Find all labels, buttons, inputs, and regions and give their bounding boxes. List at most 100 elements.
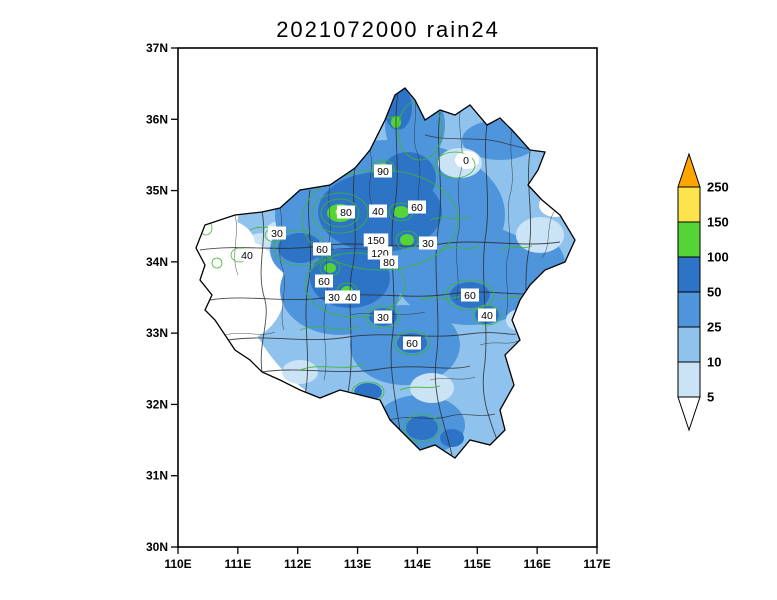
colorbar-segment <box>677 291 701 328</box>
contour-line <box>439 245 481 251</box>
y-axis-tick-label: 32N <box>146 397 168 411</box>
county-boundary-line <box>455 111 463 301</box>
x-axis-tick-label: 112E <box>284 557 311 571</box>
province-interior <box>196 88 575 458</box>
colorbar-segment <box>677 256 701 293</box>
colorbar-tick-label: 25 <box>707 320 721 335</box>
county-boundary-line <box>479 340 519 346</box>
contour-ring <box>403 413 441 443</box>
contour-line <box>429 215 471 221</box>
x-axis-tick-label: 114E <box>404 557 431 571</box>
county-boundary-line <box>482 124 498 441</box>
contour-label-box <box>325 290 343 304</box>
x-axis-tick-label: 116E <box>523 557 550 571</box>
contour-ring <box>445 279 495 311</box>
rain-shade-blob <box>539 193 571 217</box>
colorbar-segment <box>677 326 701 363</box>
contour-ring <box>320 198 360 228</box>
rain-shade-blob <box>506 309 534 331</box>
contour-label-box <box>460 153 472 167</box>
contour-label-box <box>313 242 331 256</box>
contour-label: 90 <box>377 166 389 178</box>
county-boundary-line <box>414 99 421 216</box>
contour-ring <box>365 305 401 329</box>
county-boundary-line <box>347 167 356 393</box>
y-axis-tick-label: 30N <box>146 540 168 554</box>
y-axis-tick-label: 33N <box>146 326 168 340</box>
rain-shade-blob <box>393 206 409 218</box>
contour-ring <box>211 257 223 269</box>
province-outline <box>195 87 576 459</box>
y-axis-tick-label: 35N <box>146 184 168 198</box>
colorbar-segment <box>677 186 701 223</box>
contour-line <box>399 385 441 391</box>
y-axis-tick-label: 34N <box>146 255 168 269</box>
rain-shade-blob <box>354 383 382 401</box>
contour-label: 0 <box>463 155 469 167</box>
contour-label: 60 <box>411 202 423 214</box>
plot-frame <box>177 47 598 548</box>
contour-label: 30 <box>271 228 283 240</box>
contour-label-box <box>374 310 392 324</box>
county-boundary-line <box>541 209 556 259</box>
contour-ring <box>311 192 369 234</box>
y-axis-tick-label: 36N <box>146 112 168 126</box>
rain-shade-blob <box>324 263 336 273</box>
contour-label-box <box>363 233 389 247</box>
colorbar-tick-label: 250 <box>707 180 729 195</box>
x-axis-tick-label: 113E <box>344 557 371 571</box>
contour-label-box <box>238 248 256 262</box>
county-boundary-line <box>304 189 312 396</box>
contour-label-box <box>380 255 398 269</box>
county-boundary-line <box>209 291 546 301</box>
x-axis-tick-label: 117E <box>583 557 610 571</box>
rain-shade-blob <box>282 360 318 384</box>
contour-ring <box>472 304 502 326</box>
contour-label: 80 <box>340 207 352 219</box>
county-boundary-line <box>224 331 276 336</box>
province-map <box>195 87 576 459</box>
county-boundaries <box>199 91 561 456</box>
x-axis-tick-label: 110E <box>164 557 191 571</box>
contour-ring <box>434 151 476 179</box>
county-boundary-line <box>429 376 476 381</box>
rain-shade-blob <box>410 373 454 403</box>
colorbar-tick-label: 50 <box>707 285 721 300</box>
colorbar-segment <box>677 361 701 398</box>
contour-label: 80 <box>383 257 395 269</box>
contour-line <box>299 363 366 371</box>
axes: 110E 111E 112E 113E 114E 115E 116E 117E 30N 31N 32… <box>146 41 611 571</box>
county-boundary-line <box>389 413 496 421</box>
contour-label: 60 <box>406 338 418 350</box>
contour-label: 60 <box>316 244 328 256</box>
contour-label: 40 <box>241 250 253 262</box>
contour-label-box <box>342 290 360 304</box>
contour-label: 150 <box>367 235 385 247</box>
contour-line <box>299 325 361 331</box>
contour-label-box <box>419 236 437 250</box>
contour-line <box>419 295 461 301</box>
contour-label-box <box>461 288 479 302</box>
rain-shade-blob <box>400 234 414 246</box>
colorbar-segment <box>677 221 701 258</box>
contour-label-box <box>268 226 286 240</box>
county-boundary-line <box>505 129 513 316</box>
county-boundary-line <box>260 211 267 373</box>
county-boundary-line <box>234 214 239 276</box>
contour-label: 40 <box>372 206 384 218</box>
contour-label: 60 <box>464 290 476 302</box>
county-boundary-line <box>390 91 403 447</box>
rain-shade-blob <box>440 429 464 447</box>
contour-label: 40 <box>481 310 493 322</box>
colorbar-tick-label: 150 <box>707 215 729 230</box>
county-boundary-line <box>261 365 471 373</box>
y-axis-tick-label: 31N <box>146 469 168 483</box>
colorbar-bottom-arrow <box>677 396 701 432</box>
county-boundary-line <box>434 111 453 456</box>
contour-label-box <box>369 204 387 218</box>
contour-label-box <box>403 336 421 350</box>
contour-ring <box>395 230 419 250</box>
